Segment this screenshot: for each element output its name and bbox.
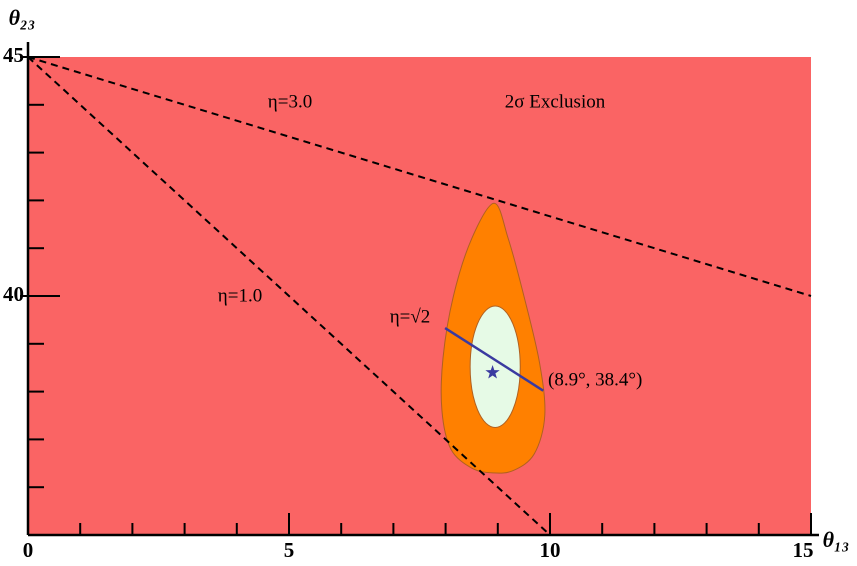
- x-tick-label: 0: [23, 538, 34, 562]
- y-tick-label: 45: [3, 43, 24, 67]
- fit-line: [444, 326, 544, 392]
- y-axis-label: θ₂₃: [9, 5, 36, 30]
- dashed-line: [27, 56, 812, 297]
- best-fit-star: [485, 365, 500, 379]
- x-tick-label: 15: [793, 538, 814, 562]
- x-tick-label: 5: [284, 538, 295, 562]
- annotation: η=3.0: [268, 91, 312, 112]
- annotation: η=√2: [390, 306, 431, 327]
- plot-background: [28, 57, 811, 535]
- annotation: 2σ Exclusion: [505, 91, 606, 112]
- best-fit-label: (8.9°, 38.4°): [548, 369, 642, 390]
- x-axis-label: θ₁₃: [823, 527, 850, 552]
- y-tick-label: 40: [3, 282, 24, 306]
- dashed-line: [27, 56, 551, 536]
- annotation: η=1.0: [218, 285, 262, 306]
- inner-region: [469, 305, 521, 428]
- x-tick-label: 10: [540, 538, 561, 562]
